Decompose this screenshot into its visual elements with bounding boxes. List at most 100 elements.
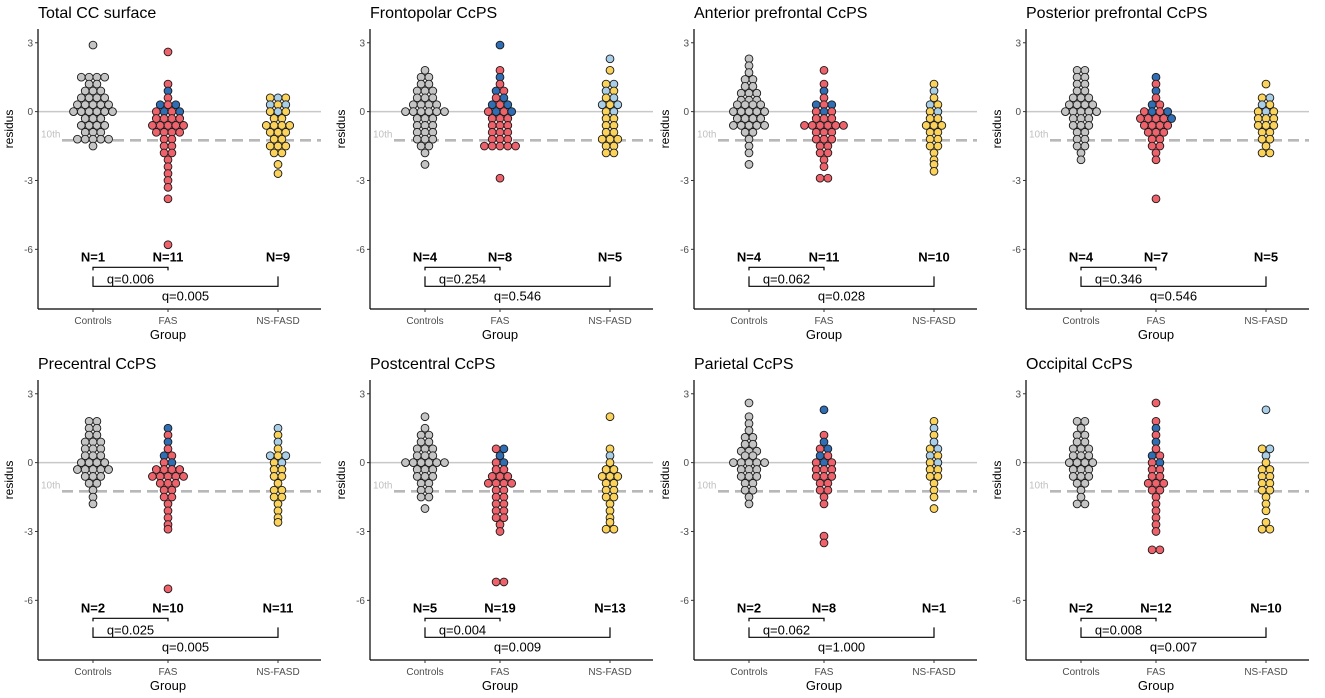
y-tick-label: -3: [680, 527, 689, 538]
n-label: N=4: [1069, 249, 1094, 264]
panel-7: Parietal CcPS 10th -6 -3 0 3 residus Controls FA…: [658, 356, 977, 693]
y-tick-label: 0: [359, 458, 365, 469]
n-label: N=9: [266, 249, 290, 264]
data-point: [495, 451, 505, 461]
data-point: [819, 538, 829, 548]
bracket-controls-nsfasd: [748, 627, 935, 638]
data-point: [163, 194, 173, 204]
threshold-label: 10th: [1029, 480, 1048, 491]
y-tick-label: 3: [683, 38, 689, 49]
data-point: [503, 141, 513, 151]
data-point: [748, 439, 758, 449]
data-point: [748, 485, 758, 495]
q-value-controls-nsfasd: q=0.005: [162, 288, 209, 303]
series-controls: [729, 54, 769, 169]
data-point: [823, 173, 833, 183]
data-point: [823, 451, 833, 461]
n-label: N=2: [81, 600, 105, 615]
data-point: [1147, 545, 1157, 555]
n-label: N=5: [598, 249, 622, 264]
panel-title: Occipital CcPS: [1026, 356, 1133, 373]
data-point: [281, 127, 291, 137]
y-axis-label: residus: [658, 110, 672, 149]
series-fas: [148, 423, 188, 594]
x-tick-label: Controls: [1062, 316, 1099, 327]
y-tick-label: 0: [683, 107, 689, 118]
bracket-controls-nsfasd: [1080, 276, 1267, 287]
data-point: [1151, 444, 1161, 454]
panel-6: Postcentral CcPS 10th -6 -3 0 3 residus Control…: [334, 356, 653, 693]
x-tick-label: NS-FASD: [912, 667, 955, 678]
data-point: [1151, 527, 1161, 536]
data-point: [601, 524, 611, 534]
data-point: [163, 444, 173, 454]
data-point: [1080, 86, 1090, 96]
data-point: [1265, 148, 1275, 158]
data-point: [88, 141, 98, 151]
y-tick-label: -6: [680, 596, 689, 607]
data-point: [1265, 524, 1275, 534]
series-fas: [811, 405, 837, 548]
data-point: [420, 504, 430, 513]
data-point: [269, 148, 279, 158]
data-point: [605, 54, 615, 64]
x-tick-label: NS-FASD: [1244, 667, 1287, 678]
data-point: [760, 458, 769, 467]
data-point: [800, 121, 809, 130]
data-point: [609, 148, 619, 158]
q-value-controls-nsfasd: q=0.546: [1150, 288, 1197, 303]
data-point: [839, 121, 848, 130]
x-axis-label: Group: [1138, 327, 1174, 342]
series-ns-fasd: [921, 79, 947, 176]
data-point: [760, 121, 769, 130]
y-tick-label: -3: [356, 176, 365, 187]
data-point: [1151, 194, 1161, 204]
data-point: [167, 148, 177, 158]
x-tick-label: Controls: [74, 667, 111, 678]
data-point: [1155, 141, 1165, 151]
bracket-controls-nsfasd: [1080, 627, 1267, 638]
data-point: [96, 451, 106, 461]
data-point: [1261, 517, 1271, 527]
data-point: [1257, 524, 1267, 534]
data-point: [499, 93, 509, 103]
panel-title: Posterior prefrontal CcPS: [1026, 5, 1207, 22]
y-tick-label: 3: [1015, 389, 1021, 400]
data-point: [281, 107, 291, 116]
y-tick-label: 3: [683, 389, 689, 400]
q-value-controls-fas: q=0.062: [763, 271, 810, 286]
data-point: [104, 100, 113, 110]
y-tick-label: 3: [27, 38, 33, 49]
y-tick-label: -6: [356, 245, 365, 256]
x-tick-label: NS-FASD: [256, 667, 299, 678]
data-point: [281, 451, 291, 461]
data-point: [179, 121, 188, 130]
series-fas: [148, 47, 188, 250]
data-point: [491, 577, 501, 587]
x-tick-label: FAS: [491, 667, 510, 678]
data-point: [819, 65, 829, 75]
data-point: [420, 160, 430, 169]
data-point: [503, 100, 513, 110]
data-point: [1080, 478, 1090, 488]
data-point: [424, 141, 434, 151]
data-point: [1080, 141, 1090, 151]
data-point: [744, 426, 754, 435]
q-value-controls-fas: q=0.006: [107, 271, 154, 286]
data-point: [96, 86, 106, 96]
data-point: [748, 82, 758, 91]
data-point: [933, 114, 943, 123]
data-point: [827, 114, 837, 123]
data-point: [760, 107, 769, 116]
x-axis-label: Group: [806, 678, 842, 693]
data-point: [744, 398, 754, 408]
data-point: [1080, 499, 1090, 509]
data-point: [495, 173, 505, 183]
y-tick-label: 0: [1015, 458, 1021, 469]
n-label: N=5: [413, 600, 437, 615]
series-ns-fasd: [265, 423, 291, 527]
x-tick-label: NS-FASD: [256, 316, 299, 327]
data-point: [73, 465, 82, 474]
data-point: [929, 437, 939, 447]
y-tick-label: 3: [1015, 38, 1021, 49]
